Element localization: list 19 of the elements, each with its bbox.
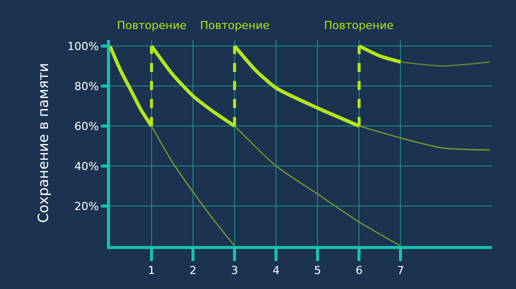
x-tick-label: 2 xyxy=(190,264,197,278)
y-tick-label: 40% xyxy=(74,160,99,173)
y-tick-label: 20% xyxy=(74,200,99,213)
y-tick-label: 80% xyxy=(74,80,99,93)
y-axis-title: Сохранение в памяти xyxy=(36,63,52,223)
annotation: Повторение xyxy=(117,19,187,32)
annotation: Повторение xyxy=(200,19,270,32)
y-tick-label: 100% xyxy=(67,40,99,53)
x-tick-label: 4 xyxy=(272,264,280,278)
y-tick-label: 60% xyxy=(74,120,99,133)
line-series xyxy=(234,125,402,246)
line-series xyxy=(150,125,236,246)
annotation: Повторение xyxy=(324,19,394,32)
x-tick-label: 5 xyxy=(314,264,322,278)
x-tick-label: 7 xyxy=(397,264,404,278)
line-series xyxy=(358,125,491,151)
x-tick-label: 3 xyxy=(231,264,238,278)
x-tick-label: 1 xyxy=(148,264,156,278)
x-tick-label: 6 xyxy=(356,264,363,278)
